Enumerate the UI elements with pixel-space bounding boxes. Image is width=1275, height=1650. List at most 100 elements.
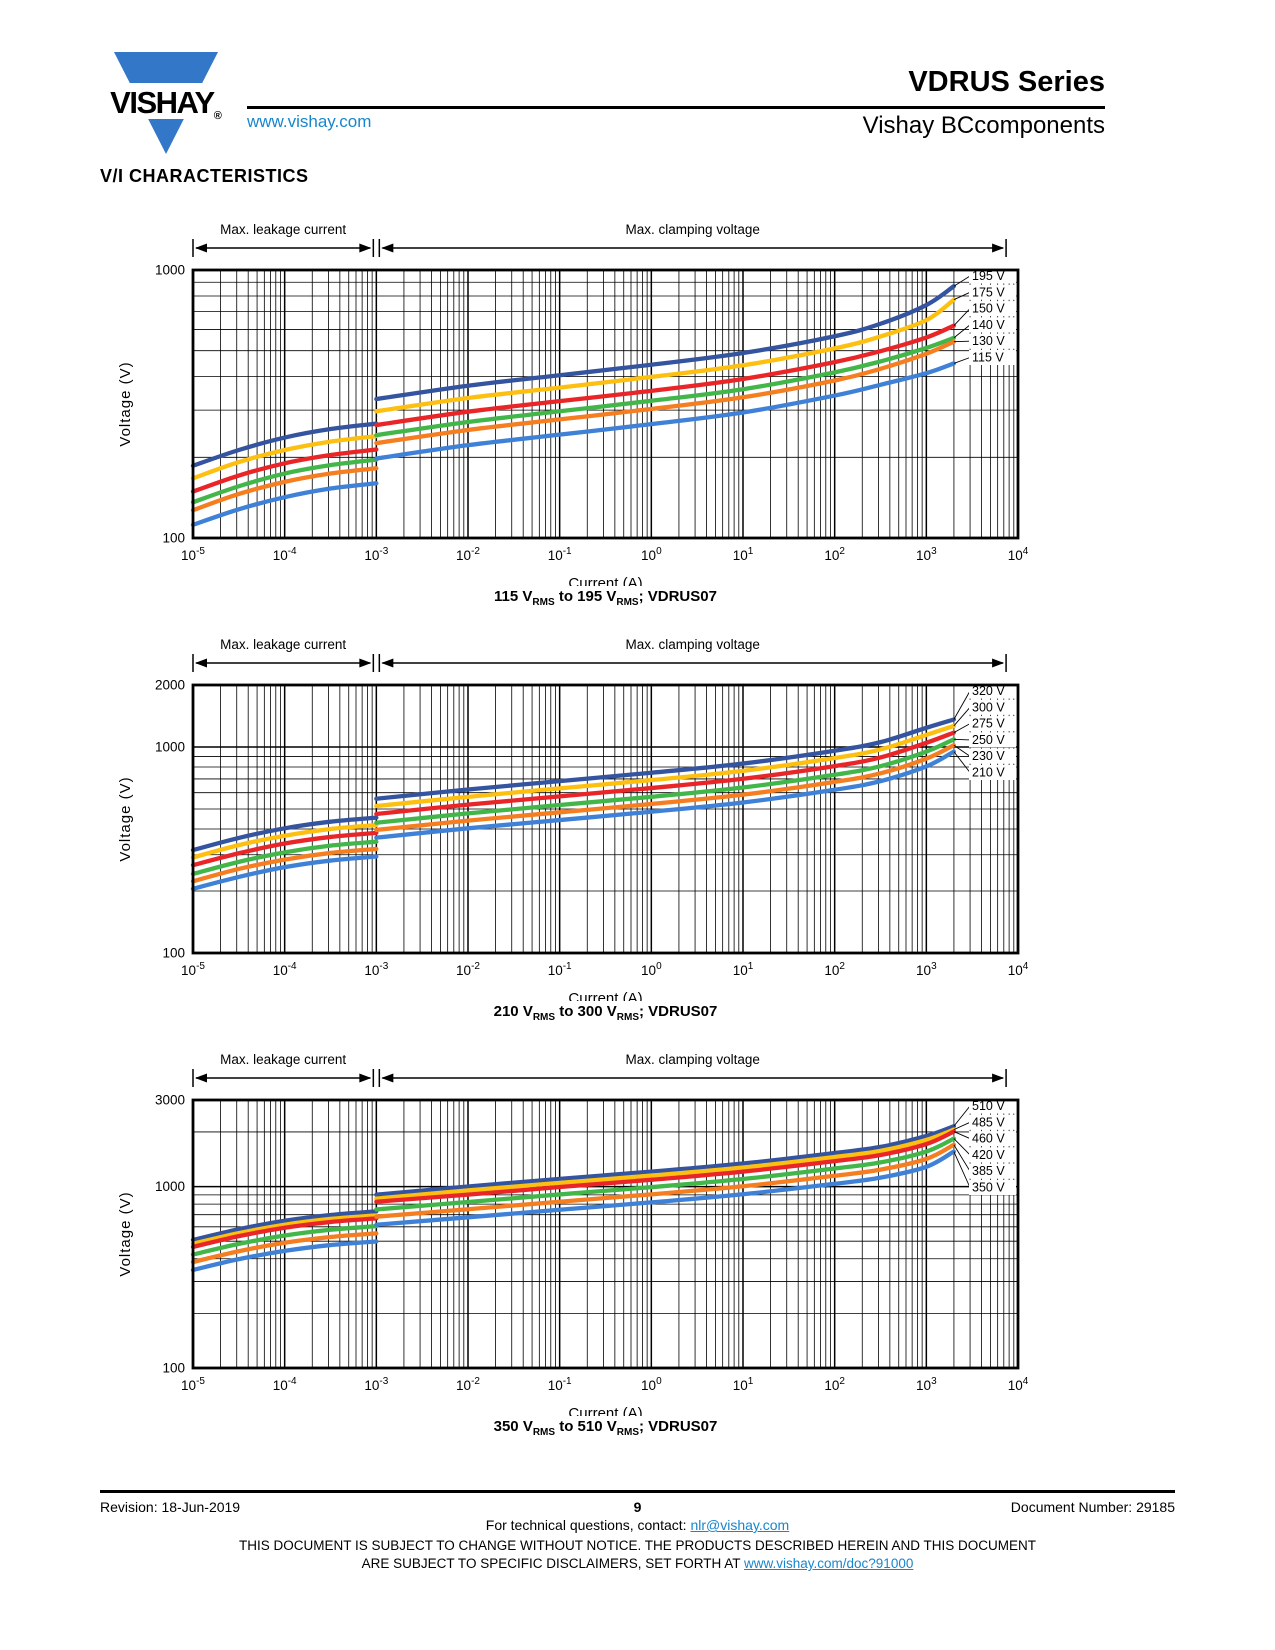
y-tick-1000: 1000	[155, 740, 185, 755]
curve-label-210V: 210 V	[972, 766, 1005, 780]
leakage-curve-195V	[190, 421, 379, 468]
registered-mark: ®	[213, 110, 222, 122]
x-tick-10e0: 100	[641, 1376, 662, 1393]
curve-label-300V: 300 V	[972, 700, 1005, 714]
curve-label-230V: 230 V	[972, 749, 1005, 763]
x-tick-10e-1: 10-1	[548, 546, 572, 563]
clamping-curve-350V	[374, 1149, 956, 1227]
footer-disclaimer: THIS DOCUMENT IS SUBJECT TO CHANGE WITHO…	[0, 1537, 1275, 1573]
leakage-curve-210V	[190, 854, 379, 891]
clamping-curve-460V	[374, 1129, 956, 1204]
clamping-curve-320V	[374, 717, 956, 801]
leakage-curve-320V	[190, 815, 379, 853]
curve-label-195V: 195 V	[972, 269, 1005, 283]
curves	[190, 284, 956, 527]
series-labels: 510 V 485 V 460 V 420 V 385 V 350 V	[953, 1098, 1016, 1195]
series-labels: 195 V 175 V 150 V 140 V 130 V 115 V	[953, 268, 1016, 365]
y-tick-3000: 3000	[155, 1093, 185, 1108]
clamping-curve-230V	[374, 743, 956, 833]
y-tick-100: 100	[162, 946, 185, 961]
max-leakage-current-range-label: Max. leakage current	[220, 637, 346, 652]
x-tick-10e2: 102	[824, 546, 845, 563]
curve-label-385V: 385 V	[972, 1164, 1005, 1178]
footer-doc-number: Document Number: 29185	[1010, 1499, 1175, 1515]
curve-label-130V: 130 V	[972, 334, 1005, 348]
clamping-curve-300V	[374, 723, 956, 809]
clamping-curve-485V	[374, 1127, 956, 1201]
x-tick-10e4: 104	[1008, 546, 1029, 563]
clamping-curve-150V	[374, 323, 956, 428]
leakage-curve-175V	[190, 433, 379, 481]
leakage-curve-385V	[190, 1231, 379, 1265]
x-tick-10e3: 103	[916, 961, 937, 978]
vi-chart-350-510: Max. leakage current Max. clamping voltag…	[100, 1048, 1175, 1443]
grid	[193, 270, 1018, 538]
footer-revision: Revision: 18-Jun-2019	[100, 1499, 241, 1515]
chart-caption-115-195: 115 VRMS to 195 VRMS; VDRUS07	[494, 588, 717, 608]
y-tick-100: 100	[162, 531, 185, 546]
footer-contact-text: For technical questions, contact:	[485, 1517, 691, 1533]
curve-label-460V: 460 V	[972, 1132, 1005, 1146]
y-tick-1000: 1000	[155, 263, 185, 278]
max-clamping-voltage-range-label: Max. clamping voltage	[626, 1052, 760, 1067]
disclaimer-line-2-text: ARE SUBJECT TO SPECIFIC DISCLAIMERS, SET…	[361, 1556, 744, 1571]
clamping-curve-175V	[374, 297, 956, 414]
disclaimer-line-1: THIS DOCUMENT IS SUBJECT TO CHANGE WITHO…	[238, 1538, 1037, 1553]
x-tick-10e3: 103	[916, 546, 937, 563]
x-tick-10e-1: 10-1	[548, 961, 572, 978]
x-tick-10e-2: 10-2	[456, 546, 480, 563]
curve-label-350V: 350 V	[972, 1181, 1005, 1195]
x-tick-10e-3: 10-3	[364, 546, 388, 563]
clamping-curve-510V	[374, 1124, 956, 1197]
x-tick-10e3: 103	[916, 1376, 937, 1393]
max-leakage-current-range: Max. leakage current	[192, 637, 375, 672]
x-axis-label: Current (A)	[568, 990, 642, 1001]
leakage-curve-130V	[190, 466, 379, 513]
leakage-curve-140V	[190, 457, 379, 505]
chart-caption-210-300: 210 VRMS to 300 VRMS; VDRUS07	[493, 1003, 718, 1023]
x-tick-10e4: 104	[1008, 1376, 1029, 1393]
contact-email-link[interactable]: nlr@vishay.com	[690, 1517, 790, 1533]
clamping-curve-420V	[374, 1136, 956, 1212]
curve-label-250V: 250 V	[972, 733, 1005, 747]
max-clamping-voltage-range-label: Max. clamping voltage	[626, 222, 760, 237]
clamping-curve-140V	[374, 335, 956, 438]
curve-label-175V: 175 V	[972, 285, 1005, 299]
leakage-curve-150V	[190, 447, 379, 494]
leakage-curve-275V	[190, 830, 379, 868]
brand-title: Vishay BCcomponents	[862, 112, 1105, 139]
x-tick-10e-4: 10-4	[273, 961, 297, 978]
grid	[193, 685, 1018, 953]
grid	[193, 1100, 1018, 1368]
vi-chart-210-300: Max. leakage current Max. clamping voltag…	[100, 633, 1175, 1028]
disclaimer-doc-link[interactable]: www.vishay.com/doc?91000	[744, 1556, 914, 1571]
y-axis-label: Voltage (V)	[117, 1191, 134, 1276]
max-leakage-current-range: Max. leakage current	[192, 222, 375, 257]
leakage-curve-485V	[190, 1213, 379, 1246]
x-tick-10e-4: 10-4	[273, 546, 297, 563]
max-leakage-current-range: Max. leakage current	[192, 1052, 375, 1087]
vishay-logo: VISHAY®	[100, 52, 232, 158]
leakage-curve-250V	[190, 839, 379, 877]
x-tick-10e-1: 10-1	[548, 1376, 572, 1393]
y-tick-1000: 1000	[155, 1179, 185, 1194]
max-leakage-current-range-label: Max. leakage current	[220, 1052, 346, 1067]
section-title: V/I CHARACTERISTICS	[100, 166, 309, 186]
clamping-curve-385V	[374, 1142, 956, 1219]
chart-caption-350-510: 350 VRMS to 510 VRMS; VDRUS07	[493, 1418, 718, 1438]
footer-rule	[100, 1490, 1175, 1493]
website-link[interactable]: www.vishay.com	[247, 112, 372, 131]
x-tick-10e0: 100	[641, 546, 662, 563]
x-tick-10e-3: 10-3	[364, 961, 388, 978]
series-title: VDRUS Series	[908, 66, 1105, 98]
vishay-logo-band	[100, 83, 232, 119]
vi-chart-115-195-plot: Max. leakage current Max. clamping voltag…	[117, 222, 1029, 587]
x-axis-label: Current (A)	[568, 575, 642, 586]
leakage-curve-420V	[190, 1224, 379, 1257]
x-tick-10e-4: 10-4	[273, 1376, 297, 1393]
max-clamping-voltage-range: Max. clamping voltage	[378, 1052, 1007, 1087]
curve-label-275V: 275 V	[972, 717, 1005, 731]
